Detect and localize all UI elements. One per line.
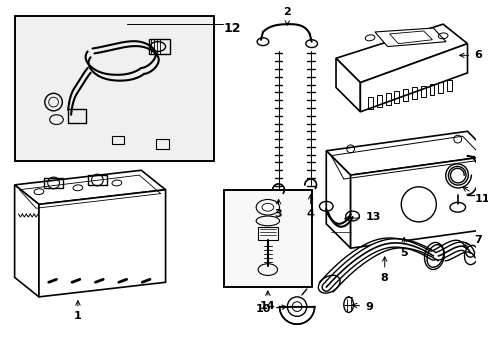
Bar bbox=[420, 86, 425, 97]
Text: 1: 1 bbox=[74, 301, 81, 321]
Bar bbox=[149, 39, 170, 54]
Bar bbox=[376, 95, 381, 107]
Text: 3: 3 bbox=[274, 199, 282, 219]
Bar bbox=[87, 175, 107, 185]
Text: 8: 8 bbox=[380, 257, 388, 283]
Bar bbox=[15, 16, 214, 161]
Polygon shape bbox=[360, 44, 467, 112]
Text: 6: 6 bbox=[459, 50, 481, 60]
Text: 12: 12 bbox=[224, 22, 241, 35]
Bar bbox=[446, 80, 451, 91]
Polygon shape bbox=[350, 156, 488, 248]
Text: 5: 5 bbox=[400, 238, 407, 258]
Bar bbox=[112, 136, 123, 144]
Polygon shape bbox=[39, 190, 165, 297]
Bar bbox=[385, 93, 390, 105]
Text: 4: 4 bbox=[306, 194, 314, 219]
Polygon shape bbox=[15, 170, 165, 204]
Bar bbox=[44, 178, 63, 188]
Polygon shape bbox=[15, 185, 39, 297]
Bar bbox=[394, 91, 399, 103]
Bar bbox=[437, 82, 442, 93]
Polygon shape bbox=[335, 58, 360, 112]
Text: 13: 13 bbox=[344, 212, 380, 222]
Text: 9: 9 bbox=[352, 302, 372, 312]
Polygon shape bbox=[374, 28, 445, 46]
Polygon shape bbox=[279, 307, 314, 324]
Polygon shape bbox=[335, 24, 467, 82]
Polygon shape bbox=[325, 131, 488, 175]
Polygon shape bbox=[389, 31, 431, 44]
Bar bbox=[258, 227, 277, 240]
Polygon shape bbox=[325, 151, 350, 248]
Text: 14: 14 bbox=[260, 291, 275, 311]
Bar bbox=[224, 190, 311, 287]
Bar bbox=[224, 190, 311, 287]
Text: 10: 10 bbox=[255, 303, 286, 314]
Bar bbox=[68, 109, 85, 122]
Bar bbox=[428, 84, 433, 95]
Bar bbox=[411, 87, 416, 99]
Bar bbox=[403, 89, 407, 101]
Bar bbox=[15, 16, 214, 161]
Bar bbox=[156, 139, 169, 149]
Text: 2: 2 bbox=[283, 7, 290, 25]
Bar bbox=[367, 97, 372, 109]
Text: 11: 11 bbox=[462, 187, 488, 204]
Text: 7: 7 bbox=[462, 235, 481, 247]
